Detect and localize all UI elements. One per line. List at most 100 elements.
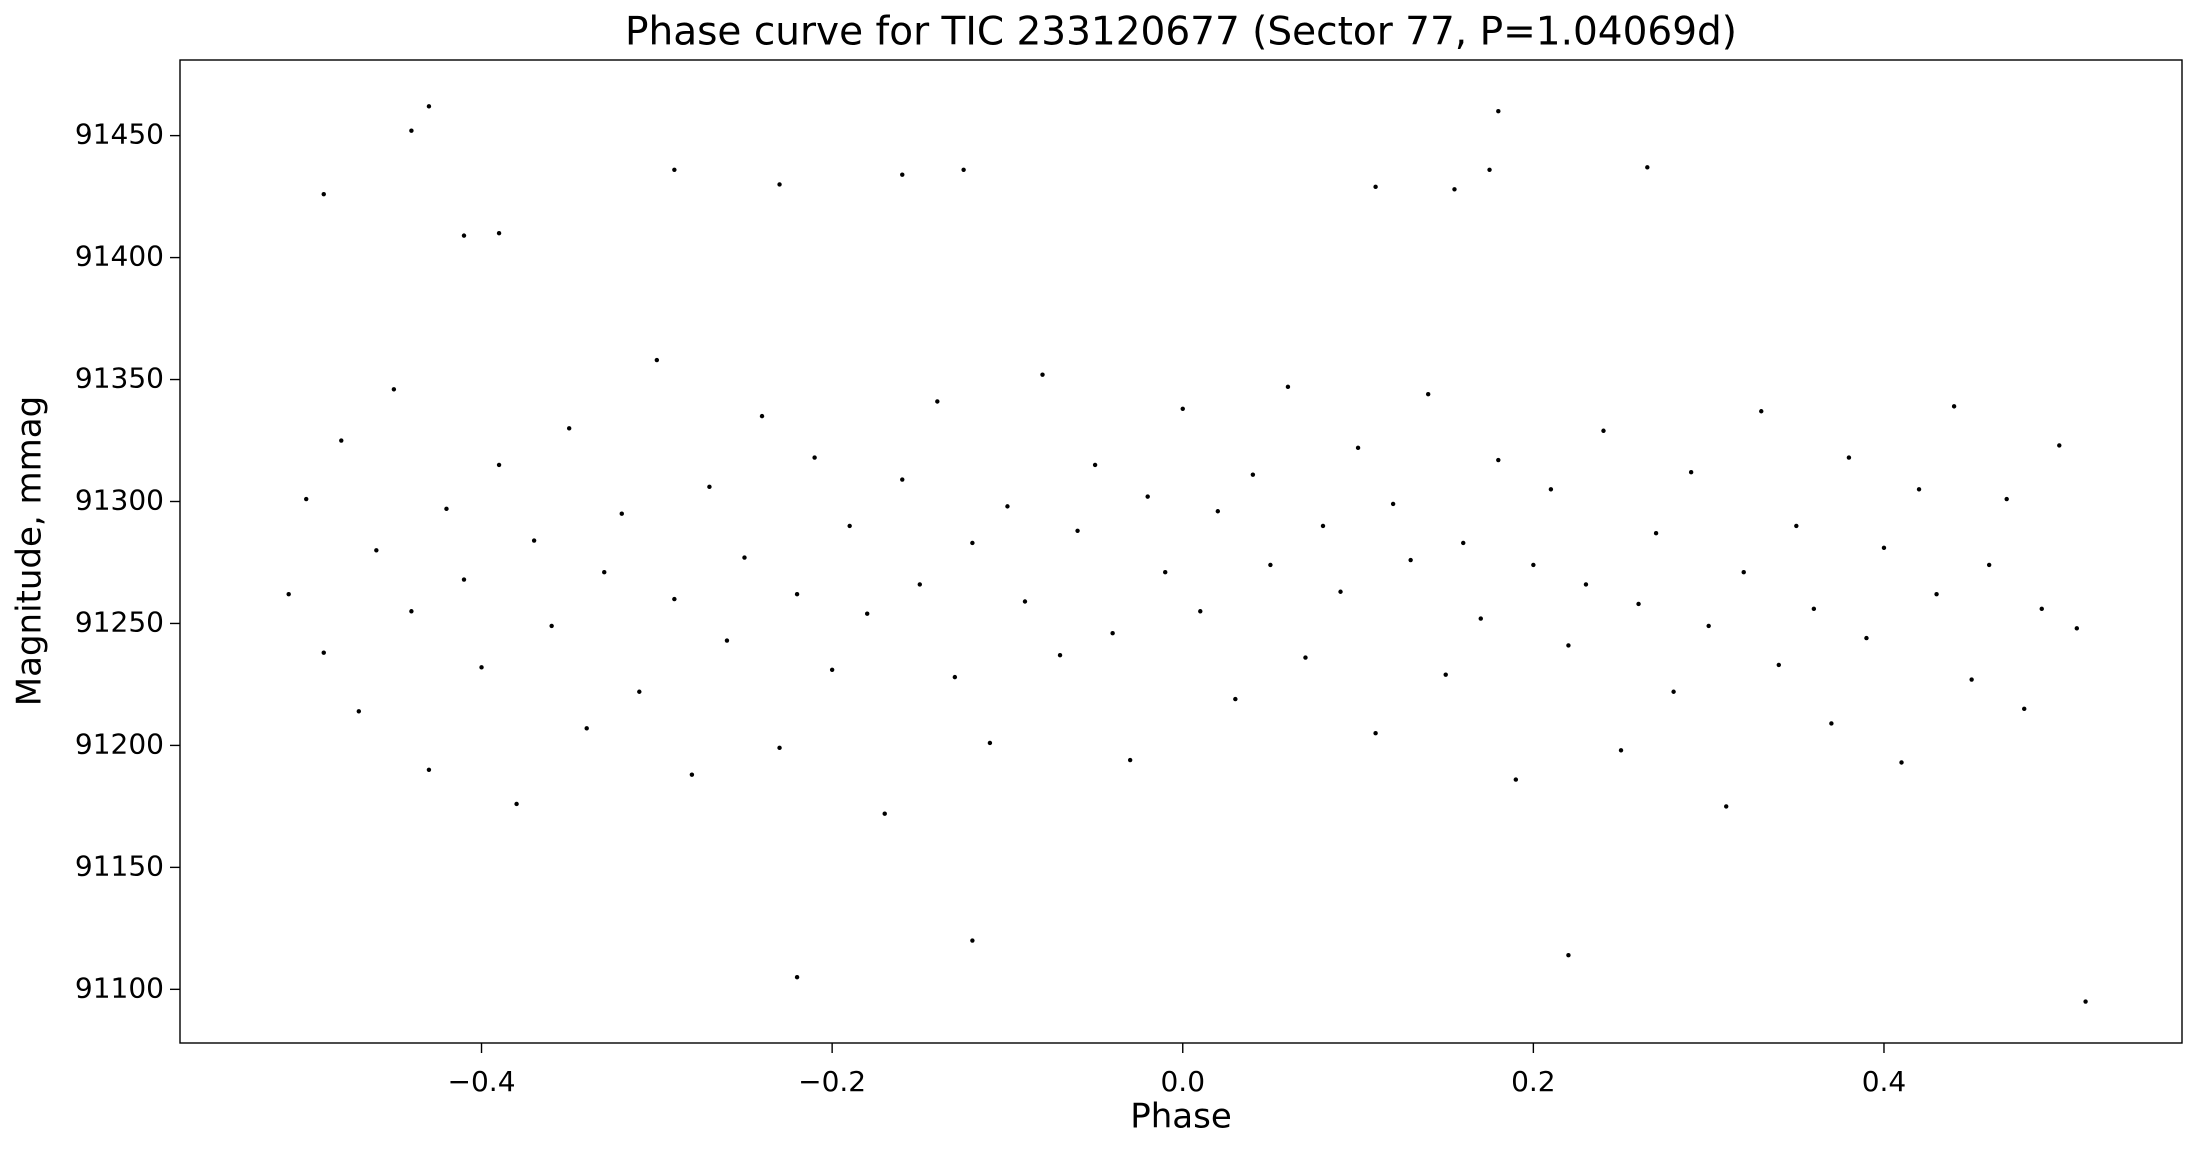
data-point [426,767,432,773]
data-point [987,740,993,746]
data-point [1040,372,1045,377]
data-point [1881,545,1887,551]
data-point [1864,635,1869,641]
data-point [619,511,624,516]
data-point [1645,165,1650,170]
data-point [742,555,747,560]
data-point [426,104,432,109]
data-point [1986,562,1992,568]
data-point [1969,677,1974,682]
data-point [1934,591,1939,597]
data-point [2083,999,2088,1004]
y-axis-label: Magnitude, mmag [10,396,50,706]
data-point [1916,487,1922,492]
y-tick-label: 91150 [75,849,164,882]
data-point [1951,404,1957,409]
data-point [496,230,502,236]
chart-title: Phase curve for TIC 233120677 (Sector 77… [625,10,1737,55]
data-point [1215,509,1221,514]
data-point [321,650,326,655]
data-point [531,538,537,543]
data-point [304,496,309,502]
data-point [1601,428,1606,433]
data-point [1776,662,1781,668]
y-tick-label: 91250 [75,605,164,638]
x-axis-label: Phase [1130,1097,1232,1137]
data-point [1478,616,1483,621]
data-point [409,609,414,614]
data-point [1653,531,1659,536]
data-point [1355,445,1361,451]
data-point [1794,523,1799,529]
data-point [1320,523,1326,529]
data-point [1531,562,1536,568]
data-point [2039,606,2044,612]
data-point [356,709,362,714]
data-point [794,591,800,597]
y-tick-label: 91100 [75,971,164,1004]
data-point [952,674,958,680]
data-point [1496,109,1501,114]
data-point [1198,609,1203,614]
data-point [1548,487,1554,492]
plot-frame [179,59,2183,1044]
data-point [672,167,677,172]
data-point [1566,952,1571,958]
data-point [970,938,975,943]
data-point [1759,409,1764,414]
y-tick-label: 91300 [75,483,164,516]
data-point [1496,457,1501,463]
data-point [724,638,730,643]
data-point [1443,672,1448,677]
data-point [1425,391,1431,397]
data-point [1846,455,1852,460]
data-point [444,506,449,512]
data-point [654,357,660,363]
data-point [1706,623,1711,629]
data-point [1636,601,1641,607]
data-point [1741,570,1746,575]
y-tick-label: 91450 [75,118,164,151]
data-point [1250,472,1256,477]
data-point [1163,570,1168,575]
data-point [970,540,975,546]
data-point [1390,501,1396,507]
data-point [409,128,414,133]
data-point [566,426,572,431]
data-point [1618,748,1624,753]
y-tick-label: 91400 [75,240,164,273]
data-point [794,974,800,980]
data-point [1513,777,1519,782]
data-point [1583,582,1589,587]
data-point [1899,760,1904,765]
data-point [1285,384,1291,390]
data-point [1408,557,1413,563]
data-point [549,623,554,629]
data-point [1303,655,1308,660]
data-point [1145,494,1150,499]
data-point [847,523,852,529]
data-point [1180,406,1185,412]
data-point [1452,187,1457,192]
data-point [286,591,291,597]
data-point [2004,496,2009,502]
data-point [1110,631,1115,636]
data-point [777,745,782,751]
data-point [1671,689,1676,694]
data-point [1688,470,1694,475]
x-tick-label: 0.4 [1862,1065,1907,1098]
data-point [1829,721,1834,726]
data-point [1005,504,1010,509]
data-point [707,484,712,490]
data-point [935,399,940,404]
data-point [1373,731,1378,736]
data-point [1338,589,1343,594]
data-point [391,387,397,392]
data-point [496,462,502,468]
data-point [759,413,765,419]
data-point [2022,706,2027,712]
data-point [374,548,379,553]
y-tick-label: 91350 [75,362,164,395]
data-point [900,172,905,177]
